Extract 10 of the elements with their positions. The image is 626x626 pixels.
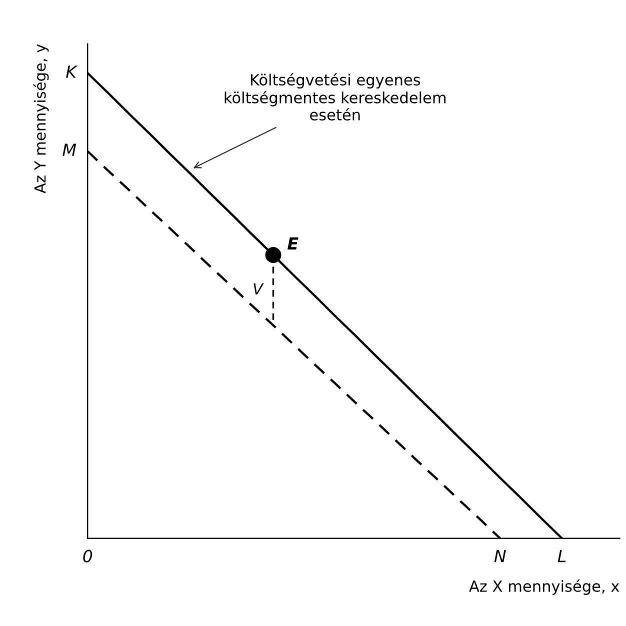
annotation: Költségvetési egyenes költségmentes kereskedelem esetén: [224, 73, 446, 121]
x-tick-label: L: [558, 550, 566, 562]
x-tick-label: 0: [83, 550, 92, 562]
annotation: V: [254, 283, 264, 294]
x-axis-title: Az X mennyisége, x: [469, 579, 620, 595]
text: K: [66, 66, 78, 78]
series-label: E: [287, 237, 298, 250]
y-axis-title: Az Y mennyisége, y: [33, 44, 49, 194]
text: M: [62, 144, 76, 156]
x-tick-label: N: [494, 550, 506, 562]
